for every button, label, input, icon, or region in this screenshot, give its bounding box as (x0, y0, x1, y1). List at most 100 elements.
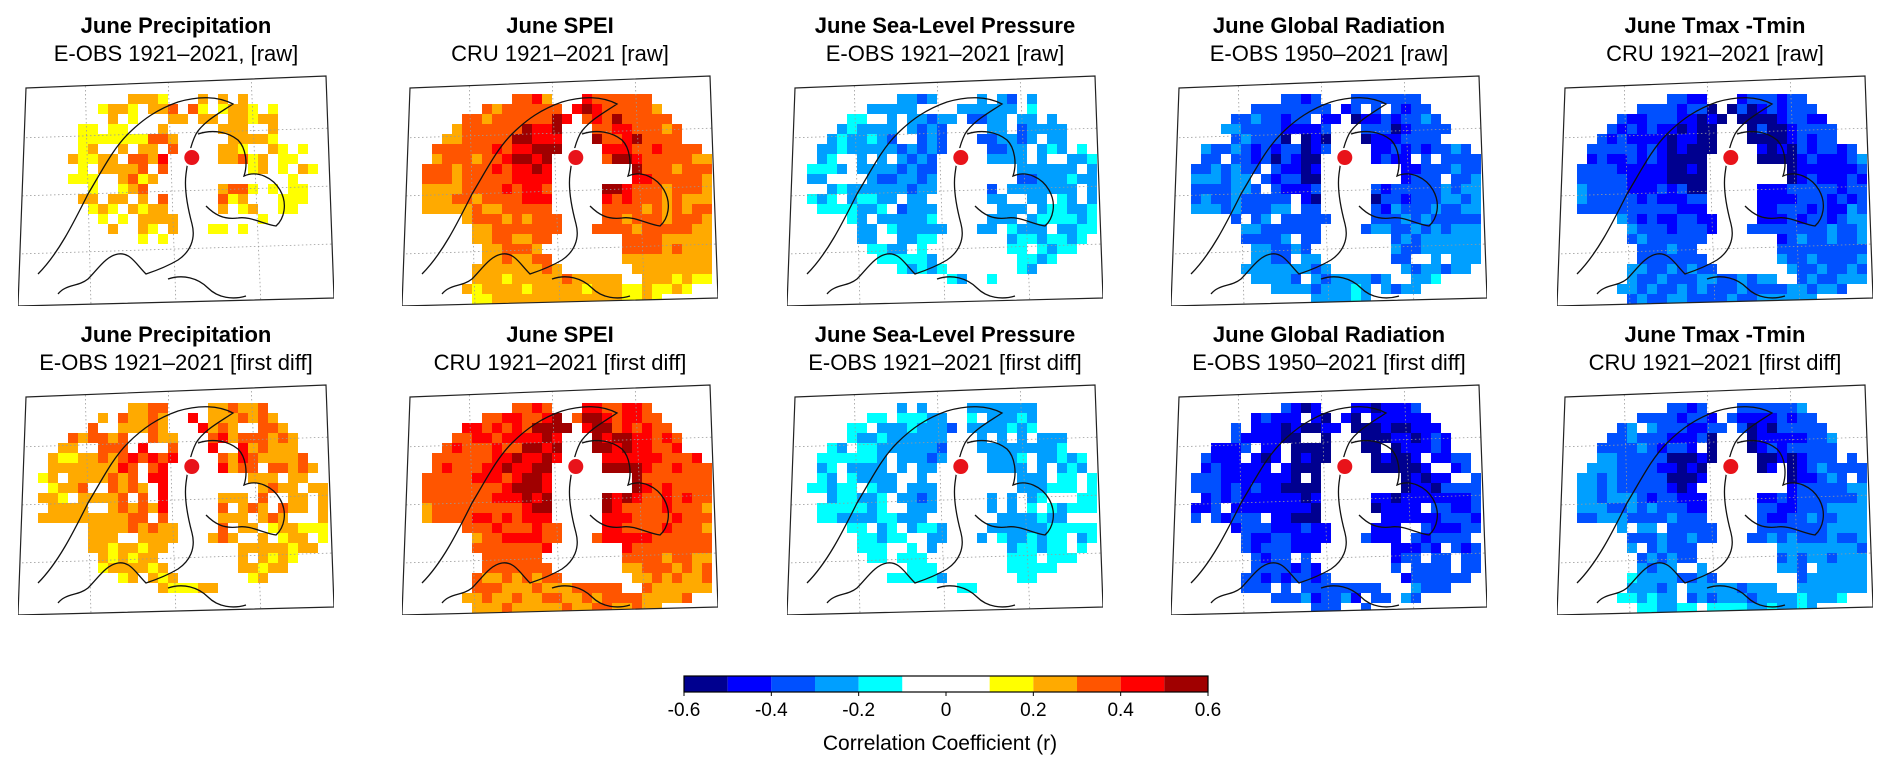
grid-cell (1027, 114, 1037, 124)
grid-cell (1797, 573, 1807, 583)
grid-cell (632, 264, 642, 274)
grid-cell (128, 573, 138, 583)
grid-cell (887, 124, 897, 134)
grid-cell (1607, 513, 1617, 523)
grid-cell (442, 154, 452, 164)
grid-cell (1627, 264, 1637, 274)
grid-cell (268, 114, 278, 124)
grid-cell (967, 423, 977, 433)
grid-cell (1261, 503, 1271, 513)
grid-cell (1717, 274, 1727, 284)
grid-cell (1667, 423, 1677, 433)
grid-cell (442, 164, 452, 174)
grid-cell (1421, 164, 1431, 174)
grid-cell (1451, 154, 1461, 164)
grid-cell (1687, 543, 1697, 553)
grid-cell (1391, 543, 1401, 553)
grid-cell (602, 413, 612, 423)
grid-cell (907, 543, 917, 553)
parallel-line (787, 552, 1103, 564)
grid-cell (278, 433, 288, 443)
grid-cell (672, 583, 682, 593)
grid-cell (692, 513, 702, 523)
grid-cell (967, 413, 977, 423)
grid-cell (1451, 483, 1461, 493)
grid-cell (997, 403, 1007, 413)
grid-cell (867, 513, 877, 523)
grid-cell (927, 264, 937, 274)
grid-cell (1827, 493, 1837, 503)
grid-cell (58, 493, 68, 503)
grid-cell (1847, 254, 1857, 264)
grid-cell (927, 563, 937, 573)
grid-cell (622, 224, 632, 234)
grid-cell (482, 433, 492, 443)
grid-cell (462, 423, 472, 433)
grid-cell (1037, 473, 1047, 483)
grid-cell (847, 483, 857, 493)
grid-cell (1657, 583, 1667, 593)
grid-cell (58, 463, 68, 473)
grid-cell (612, 134, 622, 144)
grid-cell (1311, 254, 1321, 264)
grid-cell (482, 553, 492, 563)
grid-cell (1587, 174, 1597, 184)
correlation-map (402, 384, 718, 615)
grid-cell (1371, 144, 1381, 154)
grid-cell (1401, 403, 1411, 413)
grid-cell (1827, 593, 1837, 603)
grid-cell (1211, 204, 1221, 214)
grid-cell (1461, 453, 1471, 463)
grid-cell (1597, 473, 1607, 483)
grid-cell (482, 264, 492, 274)
grid-cell (1017, 144, 1027, 154)
grid-cell (622, 134, 632, 144)
grid-cell (867, 104, 877, 114)
grid-cell (138, 453, 148, 463)
meridian-line (551, 385, 561, 615)
grid-cell (1331, 603, 1341, 613)
grid-cell (268, 553, 278, 563)
grid-cell (1191, 194, 1201, 204)
grid-cell (1857, 553, 1867, 563)
grid-cell (512, 413, 522, 423)
grid-cell (1371, 214, 1381, 224)
grid-cell (318, 533, 328, 543)
grid-cell (532, 254, 542, 264)
grid-cell (108, 513, 118, 523)
grid-cell (1087, 204, 1097, 214)
grid-cell (927, 503, 937, 513)
grid-cell (1657, 423, 1667, 433)
grid-cell (702, 164, 712, 174)
grid-cell (1281, 224, 1291, 234)
grid-cell (907, 234, 917, 244)
grid-cell (1747, 433, 1757, 443)
grid-cell (672, 244, 682, 254)
grid-cell (1787, 413, 1797, 423)
grid-cell (532, 423, 542, 433)
grid-cell (702, 224, 712, 234)
grid-cell (522, 593, 532, 603)
grid-cell (1461, 513, 1471, 523)
map-panel: June Precipitation E-OBS 1921–2021 [first… (18, 321, 334, 615)
grid-cell (1787, 593, 1797, 603)
grid-cell (188, 413, 198, 423)
grid-cell (692, 583, 702, 593)
grid-cell (532, 214, 542, 224)
grid-cell (1857, 483, 1867, 493)
grid-cell (682, 164, 692, 174)
meridian-line (167, 385, 177, 615)
meridian-line (1789, 76, 1801, 306)
grid-cell (238, 463, 248, 473)
grid-cell (1817, 214, 1827, 224)
grid-cell (1687, 483, 1697, 493)
grid-cell (1221, 144, 1231, 154)
grid-cell (1401, 254, 1411, 264)
grid-cell (48, 493, 58, 503)
grid-cell (248, 443, 258, 453)
grid-cell (1231, 483, 1241, 493)
grid-cell (512, 164, 522, 174)
grid-cell (1301, 124, 1311, 134)
grid-cell (1421, 473, 1431, 483)
grid-cell (1027, 184, 1037, 194)
